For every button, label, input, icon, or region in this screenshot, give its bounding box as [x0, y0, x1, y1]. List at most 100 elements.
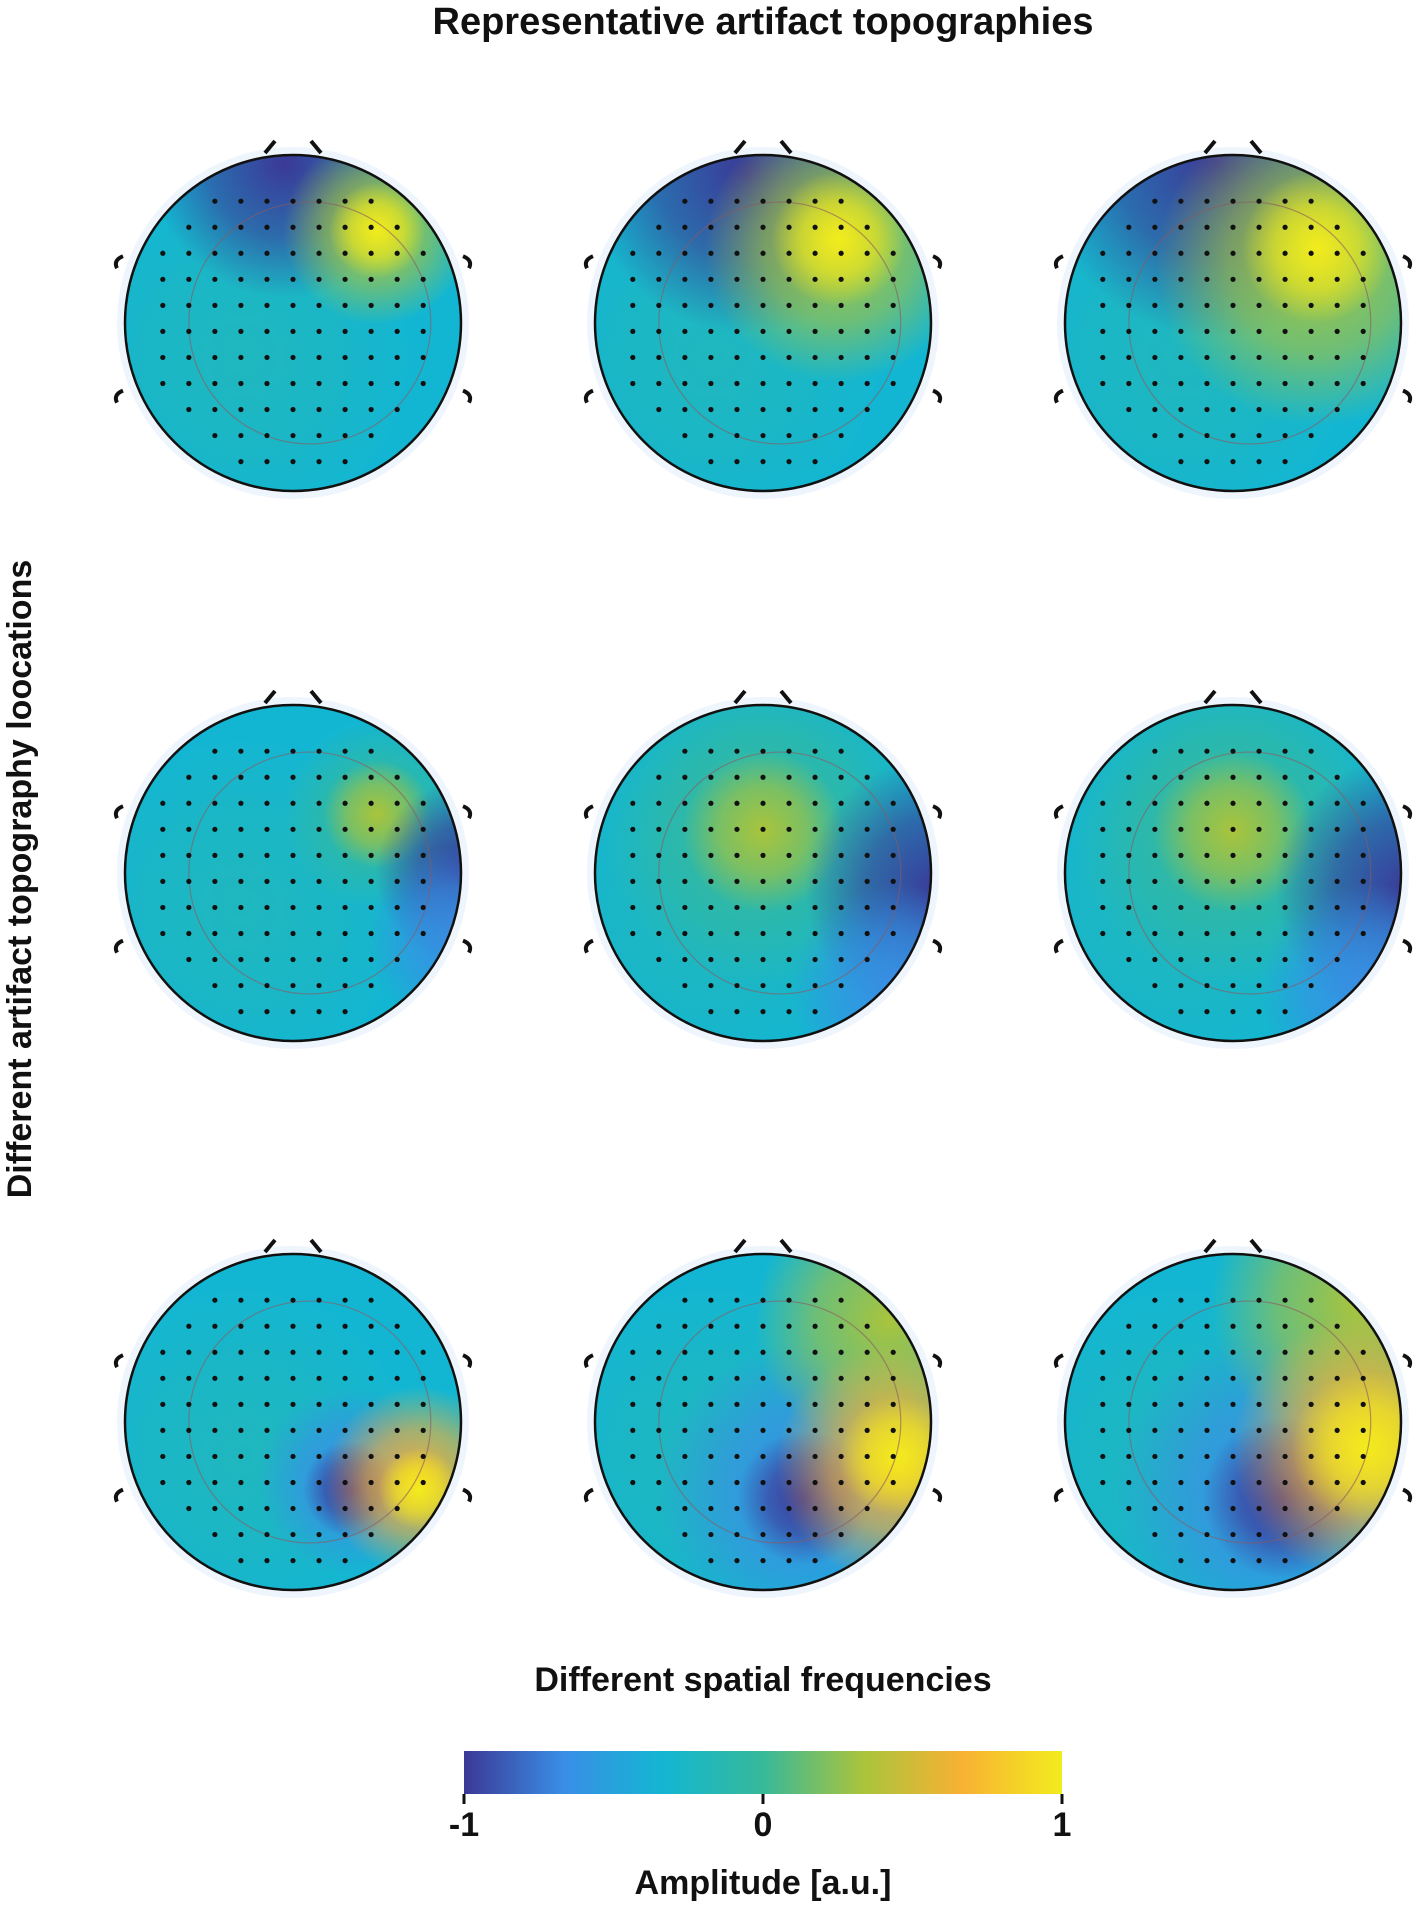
- ear-mark: [932, 804, 943, 820]
- electrode: [394, 1427, 400, 1433]
- electrode: [264, 1505, 270, 1512]
- electrode: [838, 800, 844, 806]
- electrode: [656, 302, 662, 308]
- nose-right: [1249, 1238, 1263, 1254]
- electrode: [316, 982, 322, 989]
- map-blob: [1292, 1371, 1401, 1523]
- electrode: [708, 1453, 714, 1460]
- electrode: [734, 276, 740, 282]
- electrode: [1230, 1505, 1236, 1512]
- electrode: [812, 930, 818, 937]
- electrode: [1308, 904, 1314, 911]
- electrode: [812, 1323, 818, 1329]
- electrode: [1230, 354, 1236, 361]
- electrode: [838, 774, 844, 780]
- electrode: [264, 459, 270, 465]
- electrode: [1230, 302, 1236, 308]
- electrode: [1230, 432, 1236, 439]
- electrode: [316, 1531, 322, 1538]
- electrode: [838, 826, 844, 832]
- electrode: [864, 1479, 870, 1486]
- electrode: [342, 904, 348, 911]
- electrode: [682, 826, 688, 832]
- electrode: [1230, 826, 1236, 832]
- electrode: [890, 852, 896, 858]
- electrode: [264, 1401, 270, 1407]
- electrode: [290, 1401, 296, 1407]
- electrode: [264, 956, 270, 963]
- electrode: [368, 224, 374, 230]
- ear-mark: [462, 388, 473, 404]
- electrode: [1126, 328, 1132, 334]
- electrode: [708, 1323, 714, 1329]
- electrode: [1230, 878, 1236, 885]
- electrode: [812, 826, 818, 832]
- electrode: [1282, 826, 1288, 832]
- electrode: [212, 748, 218, 754]
- electrode: [1334, 878, 1340, 885]
- electrode: [864, 328, 870, 334]
- electrode: [1334, 1375, 1340, 1381]
- electrode: [394, 1349, 400, 1355]
- electrode: [160, 302, 166, 308]
- electrode: [316, 1323, 322, 1329]
- electrode: [1282, 1479, 1288, 1486]
- nose-right: [309, 1238, 323, 1254]
- nose-right: [1249, 139, 1263, 155]
- ear-mark: [1053, 804, 1064, 820]
- ear-mark: [583, 804, 594, 820]
- electrode: [812, 302, 818, 308]
- electrode: [812, 1349, 818, 1355]
- electrode: [264, 904, 270, 911]
- electrode: [212, 800, 218, 806]
- electrode: [264, 198, 270, 204]
- electrode: [212, 1453, 218, 1460]
- electrode: [760, 1427, 766, 1433]
- electrode: [316, 198, 322, 204]
- electrode: [264, 1323, 270, 1329]
- electrode: [186, 328, 192, 334]
- electrode: [1152, 328, 1158, 334]
- electrode: [890, 878, 896, 885]
- electrode: [734, 1297, 740, 1303]
- electrode: [316, 1009, 322, 1015]
- ear-mark: [462, 1487, 473, 1503]
- map-blob: [328, 182, 426, 279]
- electrode: [394, 276, 400, 282]
- electrode: [708, 432, 714, 439]
- electrode: [394, 1323, 400, 1329]
- electrode: [1204, 302, 1210, 308]
- electrode: [238, 878, 244, 885]
- electrode: [264, 1453, 270, 1460]
- electrode: [186, 774, 192, 780]
- electrode: [238, 224, 244, 230]
- electrode: [1178, 224, 1184, 230]
- electrode: [394, 406, 400, 413]
- electrode: [1256, 826, 1262, 832]
- electrode: [238, 748, 244, 754]
- electrode: [734, 406, 740, 413]
- electrode: [812, 432, 818, 439]
- electrode: [708, 198, 714, 204]
- nose-left: [263, 139, 277, 155]
- electrode: [656, 354, 662, 361]
- electrode: [264, 276, 270, 282]
- electrode: [186, 1349, 192, 1355]
- electrode: [1204, 1375, 1210, 1381]
- electrode: [1282, 224, 1288, 230]
- electrode: [838, 904, 844, 911]
- electrode: [1178, 380, 1184, 387]
- electrode: [264, 432, 270, 439]
- electrode: [838, 878, 844, 885]
- electrode: [368, 1427, 374, 1433]
- electrode: [812, 328, 818, 334]
- electrode: [864, 904, 870, 911]
- electrode: [812, 1505, 818, 1512]
- electrode: [420, 1401, 426, 1407]
- electrode: [212, 354, 218, 361]
- electrode: [682, 930, 688, 937]
- electrode: [1282, 328, 1288, 334]
- electrode: [160, 1479, 166, 1486]
- electrode: [316, 459, 322, 465]
- ear-mark: [1053, 1353, 1064, 1369]
